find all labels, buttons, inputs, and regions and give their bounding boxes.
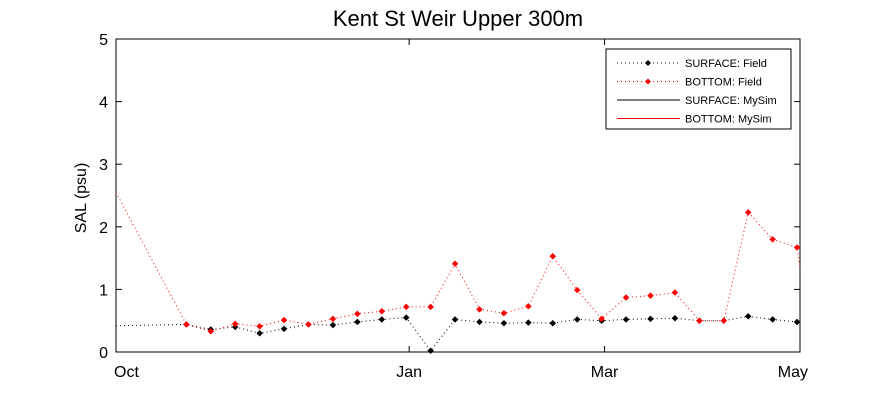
data-point — [378, 316, 386, 323]
data-point — [549, 252, 557, 260]
data-point — [696, 317, 703, 325]
plot-area-frame — [115, 38, 801, 353]
legend-entry-1: BOTTOM: Field — [685, 77, 762, 89]
data-point — [647, 292, 654, 300]
data-point — [451, 316, 459, 323]
data-point — [476, 318, 483, 326]
data-point — [671, 314, 679, 322]
data-point — [207, 327, 215, 335]
data-point — [354, 310, 361, 318]
data-point — [256, 329, 263, 337]
data-point — [720, 317, 728, 325]
data-point — [476, 306, 483, 313]
data-point — [525, 302, 532, 310]
data-point — [305, 321, 312, 328]
data-point — [647, 315, 654, 323]
data-point — [573, 286, 581, 294]
x-tick-label: Jan — [396, 364, 422, 381]
data-point — [525, 319, 532, 326]
legend-entry-0: SURFACE: Field — [685, 58, 767, 70]
data-point — [451, 260, 459, 268]
legend-entry-3: BOTTOM: MySim — [685, 114, 772, 126]
data-point — [500, 319, 508, 327]
data-point — [183, 321, 190, 328]
data-point — [402, 314, 410, 321]
data-point — [769, 316, 776, 323]
x-tick-label: Oct — [114, 364, 139, 381]
y-tick-label: 0 — [99, 345, 108, 362]
data-point — [622, 294, 630, 301]
data-point — [427, 303, 434, 311]
data-point — [671, 289, 679, 296]
y-axis-label: SAL (psu) — [73, 163, 90, 234]
series-line-1 — [115, 192, 801, 332]
data-point — [598, 315, 605, 323]
data-point — [427, 347, 434, 355]
data-point — [769, 235, 776, 243]
axis-ticks: 0 1 2 3 4 5 Oct Jan Mar May — [99, 32, 808, 381]
data-point — [256, 322, 263, 330]
data-point — [744, 209, 752, 216]
data-point — [231, 320, 239, 328]
data-point — [378, 307, 386, 315]
data-point — [329, 321, 337, 329]
legend: SURFACE: Field BOTTOM: Field SURFACE: MySi… — [605, 48, 792, 130]
y-tick-label: 5 — [99, 32, 108, 49]
data-point — [573, 316, 581, 323]
legend-box — [605, 48, 792, 130]
data-point — [402, 303, 410, 311]
data-point — [280, 316, 288, 324]
y-tick-label: 2 — [99, 220, 108, 237]
legend-entry-2: SURFACE: MySim — [685, 95, 777, 107]
data-point — [329, 315, 337, 323]
data-point — [793, 244, 801, 251]
data-point — [793, 318, 801, 326]
x-tick-label: May — [778, 364, 808, 381]
chart-title: Kent St Weir Upper 300m — [333, 6, 583, 31]
y-tick-label: 3 — [99, 157, 108, 174]
data-point — [354, 318, 361, 326]
legend-marker-1 — [645, 78, 651, 85]
data-series — [115, 192, 801, 355]
data-point — [744, 312, 752, 320]
data-point — [622, 316, 630, 323]
data-point — [500, 309, 508, 317]
y-tick-label: 4 — [99, 95, 108, 112]
legend-marker-0 — [645, 60, 651, 66]
data-point — [280, 325, 288, 333]
y-tick-label: 1 — [99, 282, 108, 299]
x-tick-label: Mar — [591, 364, 619, 381]
data-point — [549, 319, 557, 327]
